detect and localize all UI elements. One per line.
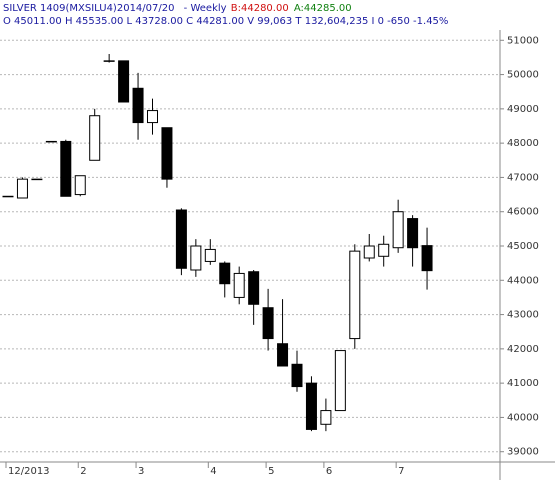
candle-body (262, 307, 274, 340)
candle-body (305, 382, 317, 430)
y-tick-label: 46000 (507, 207, 539, 218)
ask: A:44285.00 (294, 3, 352, 14)
candle-body (89, 115, 101, 161)
header-line-1: SILVER 1409(MXSILU4)2014/07/20 - Weekly … (3, 3, 352, 14)
y-tick-label: 43000 (507, 310, 539, 321)
candle-body (349, 250, 361, 340)
y-tick-label: 47000 (507, 172, 539, 183)
x-tick-label: 7 (398, 466, 404, 477)
y-tick-label: 41000 (507, 378, 539, 389)
candle-body (248, 271, 260, 305)
candle-body (103, 60, 115, 62)
y-tick-label: 40000 (507, 412, 539, 423)
candle-body (2, 195, 14, 198)
y-tick-label: 50000 (507, 70, 539, 81)
candle-body (16, 178, 28, 199)
y-tick-label: 48000 (507, 138, 539, 149)
x-tick-label: 2 (80, 466, 86, 477)
candle-body (161, 127, 173, 180)
x-tick-label: 4 (210, 466, 216, 477)
y-tick-label: 44000 (507, 275, 539, 286)
candle-body (219, 262, 231, 285)
candle-body (378, 243, 390, 257)
y-tick-label: 51000 (507, 35, 539, 46)
chart-title: SILVER 1409(MXSILU4)2014/07/20 (3, 3, 174, 14)
candle-body (45, 140, 57, 143)
candle-body (334, 350, 346, 412)
candle-body (204, 248, 216, 262)
candle-body (277, 343, 289, 367)
bid: B:44280.00 (231, 3, 289, 14)
x-tick-label: 5 (268, 466, 274, 477)
subtitle: O 45011.00 H 45535.00 L 43728.00 C 44281… (3, 16, 448, 27)
candle-body (60, 140, 72, 197)
candle-body (147, 110, 158, 124)
candle-body (421, 245, 433, 272)
candle-body (31, 178, 43, 181)
candle-body (118, 60, 130, 103)
y-tick-label: 42000 (507, 344, 539, 355)
candle-body (407, 218, 419, 249)
candle-body (320, 410, 332, 425)
x-tick-label: 6 (326, 466, 332, 477)
period: - Weekly (184, 3, 227, 14)
x-tick-label: 12/2013 (8, 466, 50, 477)
y-tick-label: 49000 (507, 104, 539, 115)
candle-body (291, 363, 303, 388)
candle-body (190, 245, 202, 271)
candle-body (175, 209, 187, 269)
candle-body (132, 87, 144, 124)
y-tick-label: 45000 (507, 241, 539, 252)
candle-body (363, 245, 375, 259)
x-tick-label: 3 (138, 466, 144, 477)
y-tick-label: 39000 (507, 447, 539, 458)
candle-body (392, 211, 404, 249)
candle-body (233, 272, 245, 298)
candle-body (74, 175, 86, 196)
